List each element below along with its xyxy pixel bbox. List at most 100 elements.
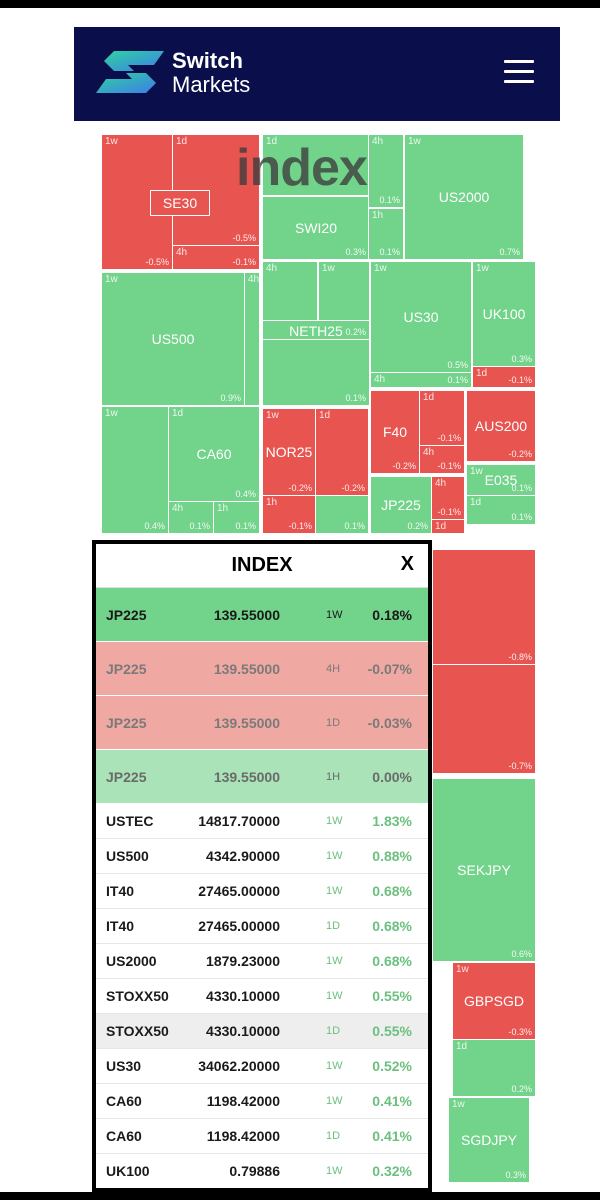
treemap-tile[interactable]: -0.8% [432, 549, 536, 665]
treemap-tile[interactable]: 1w 0.4% [101, 406, 169, 534]
tile-change: 0.1% [344, 521, 365, 531]
table-row[interactable]: US30 34062.20000 1W 0.52% [96, 1049, 428, 1084]
tile-timeframe: 4h [172, 503, 184, 514]
treemap-tile[interactable]: 1d 0.1% [466, 495, 536, 525]
tile-timeframe: 1h [266, 497, 278, 508]
tile-change: 0.1% [511, 483, 532, 493]
treemap-tile[interactable]: 1d CA60 0.4% [168, 406, 260, 502]
row-price: 14817.70000 [198, 813, 280, 829]
row-symbol: US30 [106, 1058, 142, 1074]
row-symbol: JP225 [106, 768, 147, 785]
treemap-tile[interactable]: 4h -0.1% [172, 245, 260, 270]
treemap-tile[interactable]: 1w US30 0.5% [370, 261, 472, 373]
menu-hamburger-icon[interactable] [504, 60, 534, 86]
treemap-tile[interactable]: 1d -0.1% [472, 366, 536, 388]
switch-markets-logo-icon[interactable] [94, 49, 166, 95]
treemap-tile[interactable]: 4h 0.1% [168, 501, 214, 534]
treemap-tile[interactable]: 1h -0.1% [262, 495, 316, 534]
treemap-tile[interactable]: 1d [431, 519, 465, 534]
top-edge-bar [0, 0, 600, 8]
treemap-tile[interactable]: F40 -0.2% [370, 390, 420, 474]
treemap-tile[interactable]: AUS200 -0.2% [466, 390, 536, 462]
treemap-tile[interactable]: 1w SGDJPY 0.3% [448, 1097, 530, 1183]
tile-change: -0.1% [437, 507, 461, 517]
tile-change: 0.3% [511, 354, 532, 364]
row-price: 34062.20000 [198, 1058, 280, 1074]
row-symbol: US2000 [106, 953, 157, 969]
treemap-tile[interactable]: SE30 [150, 190, 210, 216]
treemap-tile[interactable]: 0.1% [262, 339, 370, 406]
tile-timeframe: 1h [217, 503, 229, 514]
brand-name[interactable]: Switch Markets [172, 49, 250, 97]
treemap-tile[interactable]: 1d -0.2% [315, 408, 369, 496]
tile-symbol: US30 [403, 309, 439, 325]
table-row[interactable]: CA60 1198.42000 1D 0.41% [96, 1119, 428, 1154]
table-row[interactable]: JP225 139.55000 1W 0.18% [96, 588, 428, 642]
table-row[interactable]: JP225 139.55000 4H -0.07% [96, 642, 428, 696]
row-symbol: JP225 [106, 660, 147, 677]
row-symbol: UK100 [106, 1163, 150, 1179]
tile-change: -0.2% [392, 461, 416, 471]
row-symbol: STOXX50 [106, 1023, 169, 1039]
tile-change: -0.1% [508, 375, 532, 385]
treemap-tile[interactable]: 4h [244, 272, 260, 406]
table-row[interactable]: IT40 27465.00000 1D 0.68% [96, 909, 428, 944]
tile-symbol: SGDJPY [460, 1132, 517, 1148]
treemap-tile[interactable]: SWI20 0.3% [262, 196, 370, 260]
tile-timeframe: 1d [319, 410, 331, 421]
treemap-tile[interactable]: 4h -0.1% [431, 476, 465, 520]
treemap-tile[interactable]: 1w -0.5% [101, 134, 173, 270]
row-price: 139.55000 [213, 606, 280, 623]
treemap-tile[interactable]: JP225 0.2% [370, 476, 432, 534]
treemap-tile[interactable]: NETH25 0.2% [262, 320, 370, 340]
index-panel-header: INDEX X [96, 544, 428, 588]
treemap-tile[interactable]: 1w E035 0.1% [466, 464, 536, 496]
treemap-tile[interactable]: 1d [262, 134, 370, 196]
treemap-tile[interactable]: 1w US2000 0.7% [404, 134, 524, 260]
tile-symbol: JP225 [381, 497, 421, 513]
treemap-tile[interactable]: 1w GBPSGD -0.3% [452, 962, 536, 1040]
treemap-tile[interactable]: 1d 0.2% [452, 1039, 536, 1097]
row-change: 0.55% [372, 988, 412, 1004]
table-row[interactable]: IT40 27465.00000 1W 0.68% [96, 874, 428, 909]
treemap-tile[interactable]: 0.1% [315, 495, 369, 534]
treemap-tile[interactable]: SEKJPY 0.6% [432, 778, 536, 962]
table-row[interactable]: USTEC 14817.70000 1W 1.83% [96, 804, 428, 839]
treemap-tile[interactable]: 4h -0.1% [419, 445, 465, 474]
tile-change: 0.7% [499, 247, 520, 257]
table-row[interactable]: STOXX50 4330.10000 1D 0.55% [96, 1014, 428, 1049]
table-row[interactable]: UK100 0.79886 1W 0.32% [96, 1154, 428, 1188]
brand-name-line2: Markets [172, 72, 251, 97]
treemap-tile[interactable]: 1h 0.1% [213, 501, 260, 534]
treemap-tile[interactable]: 4h 0.1% [368, 134, 404, 208]
treemap-tile[interactable]: 4h 0.1% [370, 372, 472, 388]
treemap-tile[interactable]: -0.7% [432, 664, 536, 774]
tile-timeframe: 1w [374, 263, 387, 274]
treemap-tile[interactable]: 1w NOR25 -0.2% [262, 408, 316, 496]
treemap-tile[interactable]: 1w US500 0.9% [101, 272, 245, 406]
row-period: 1H [326, 770, 341, 783]
table-row[interactable]: STOXX50 4330.10000 1W 0.55% [96, 979, 428, 1014]
row-change: 0.88% [372, 848, 412, 864]
row-price: 1198.42000 [206, 1128, 280, 1144]
treemap-tile[interactable]: 1w UK100 0.3% [472, 261, 536, 367]
row-change: 0.18% [372, 606, 412, 623]
tile-change: -0.3% [508, 1027, 532, 1037]
tile-timeframe: 1d [423, 392, 435, 403]
row-price: 1879.23000 [206, 953, 280, 969]
table-row[interactable]: JP225 139.55000 1H 0.00% [96, 750, 428, 804]
tile-symbol: NOR25 [265, 444, 313, 460]
treemap-tile[interactable]: 1d -0.1% [419, 390, 465, 446]
table-row[interactable]: US2000 1879.23000 1W 0.68% [96, 944, 428, 979]
row-symbol: STOXX50 [106, 988, 169, 1004]
tile-timeframe: 1w [105, 408, 118, 419]
row-change: 0.68% [372, 918, 412, 934]
table-row[interactable]: JP225 139.55000 1D -0.03% [96, 696, 428, 750]
tile-change: 0.4% [144, 521, 165, 531]
table-row[interactable]: US500 4342.90000 1W 0.88% [96, 839, 428, 874]
treemap-tile[interactable]: 1h 0.1% [368, 208, 404, 260]
table-row[interactable]: CA60 1198.42000 1W 0.41% [96, 1084, 428, 1119]
tile-timeframe: 1w [452, 1099, 465, 1110]
close-icon[interactable]: X [400, 553, 414, 575]
row-change: 0.68% [372, 953, 412, 969]
